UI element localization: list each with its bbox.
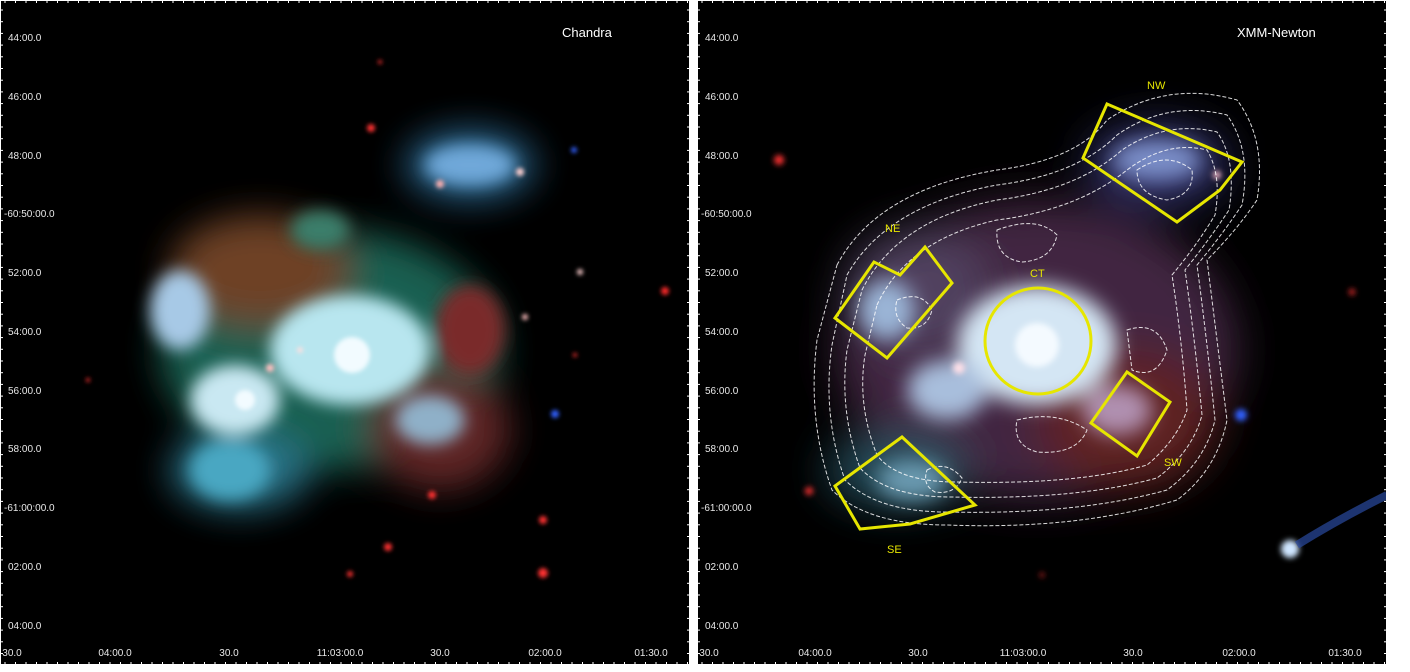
- x-tick-label: 01:30.0: [634, 648, 668, 659]
- y-tick-label: 56:00.0: [705, 386, 739, 397]
- y-tick-label: 56:00.0: [8, 386, 42, 397]
- y-tick-label: -60:50:00.0: [4, 209, 55, 220]
- xmm-axis-ticks: [697, 0, 1387, 665]
- region-label-ne: NE: [885, 223, 901, 235]
- x-tick-label: 11:03:00.0: [316, 648, 364, 659]
- x-tick-label: 30.0: [1123, 648, 1143, 659]
- y-tick-label: 52:00.0: [705, 268, 739, 279]
- chandra-image: [86, 60, 669, 578]
- y-tick-label: 48:00.0: [8, 151, 42, 162]
- xmm-newton-panel: XMM-Newton NW NE CT SW SE 44:00.0 46:00.…: [697, 0, 1387, 665]
- x-tick-label: 30.0: [2, 648, 22, 659]
- x-tick-label: 30.0: [699, 648, 719, 659]
- x-tick-label: 04:00.0: [798, 648, 832, 659]
- region-label-ct: CT: [1030, 268, 1045, 280]
- y-tick-label: 44:00.0: [705, 33, 739, 44]
- x-tick-label: 02:00.0: [528, 648, 562, 659]
- chandra-panel: Chandra 44:00.0 46:00.0 48:00.0 -60:50:0…: [0, 0, 690, 665]
- y-tick-label: -61:00:00.0: [701, 503, 752, 514]
- y-tick-label: 02:00.0: [8, 562, 42, 573]
- y-tick-label: 02:00.0: [705, 562, 739, 573]
- xmm-newton-title: XMM-Newton: [1237, 25, 1316, 40]
- x-tick-label: 30.0: [908, 648, 928, 659]
- y-tick-label: 48:00.0: [705, 151, 739, 162]
- region-label-nw: NW: [1147, 80, 1166, 92]
- xmm-newton-image: [774, 92, 1387, 577]
- x-tick-label: 01:30.0: [1328, 648, 1362, 659]
- y-tick-label: 04:00.0: [705, 621, 739, 632]
- y-tick-label: 46:00.0: [8, 92, 42, 103]
- x-tick-label: 11:03:00.0: [999, 648, 1047, 659]
- y-tick-label: 04:00.0: [8, 621, 42, 632]
- y-tick-label: 54:00.0: [8, 327, 42, 338]
- region-label-se: SE: [887, 544, 902, 556]
- y-tick-label: 54:00.0: [705, 327, 739, 338]
- x-tick-label: 02:00.0: [1222, 648, 1256, 659]
- chandra-title: Chandra: [562, 25, 612, 40]
- y-tick-label: -61:00:00.0: [4, 503, 55, 514]
- y-tick-label: 52:00.0: [8, 268, 42, 279]
- y-tick-label: 58:00.0: [705, 444, 739, 455]
- x-tick-label: 30.0: [219, 648, 239, 659]
- x-tick-label: 30.0: [430, 648, 450, 659]
- y-tick-label: 46:00.0: [705, 92, 739, 103]
- x-tick-label: 04:00.0: [98, 648, 132, 659]
- y-tick-label: 58:00.0: [8, 444, 42, 455]
- y-tick-label: -60:50:00.0: [701, 209, 752, 220]
- chandra-axis-ticks: [0, 0, 690, 665]
- region-label-sw: SW: [1164, 457, 1182, 469]
- y-tick-label: 44:00.0: [8, 33, 42, 44]
